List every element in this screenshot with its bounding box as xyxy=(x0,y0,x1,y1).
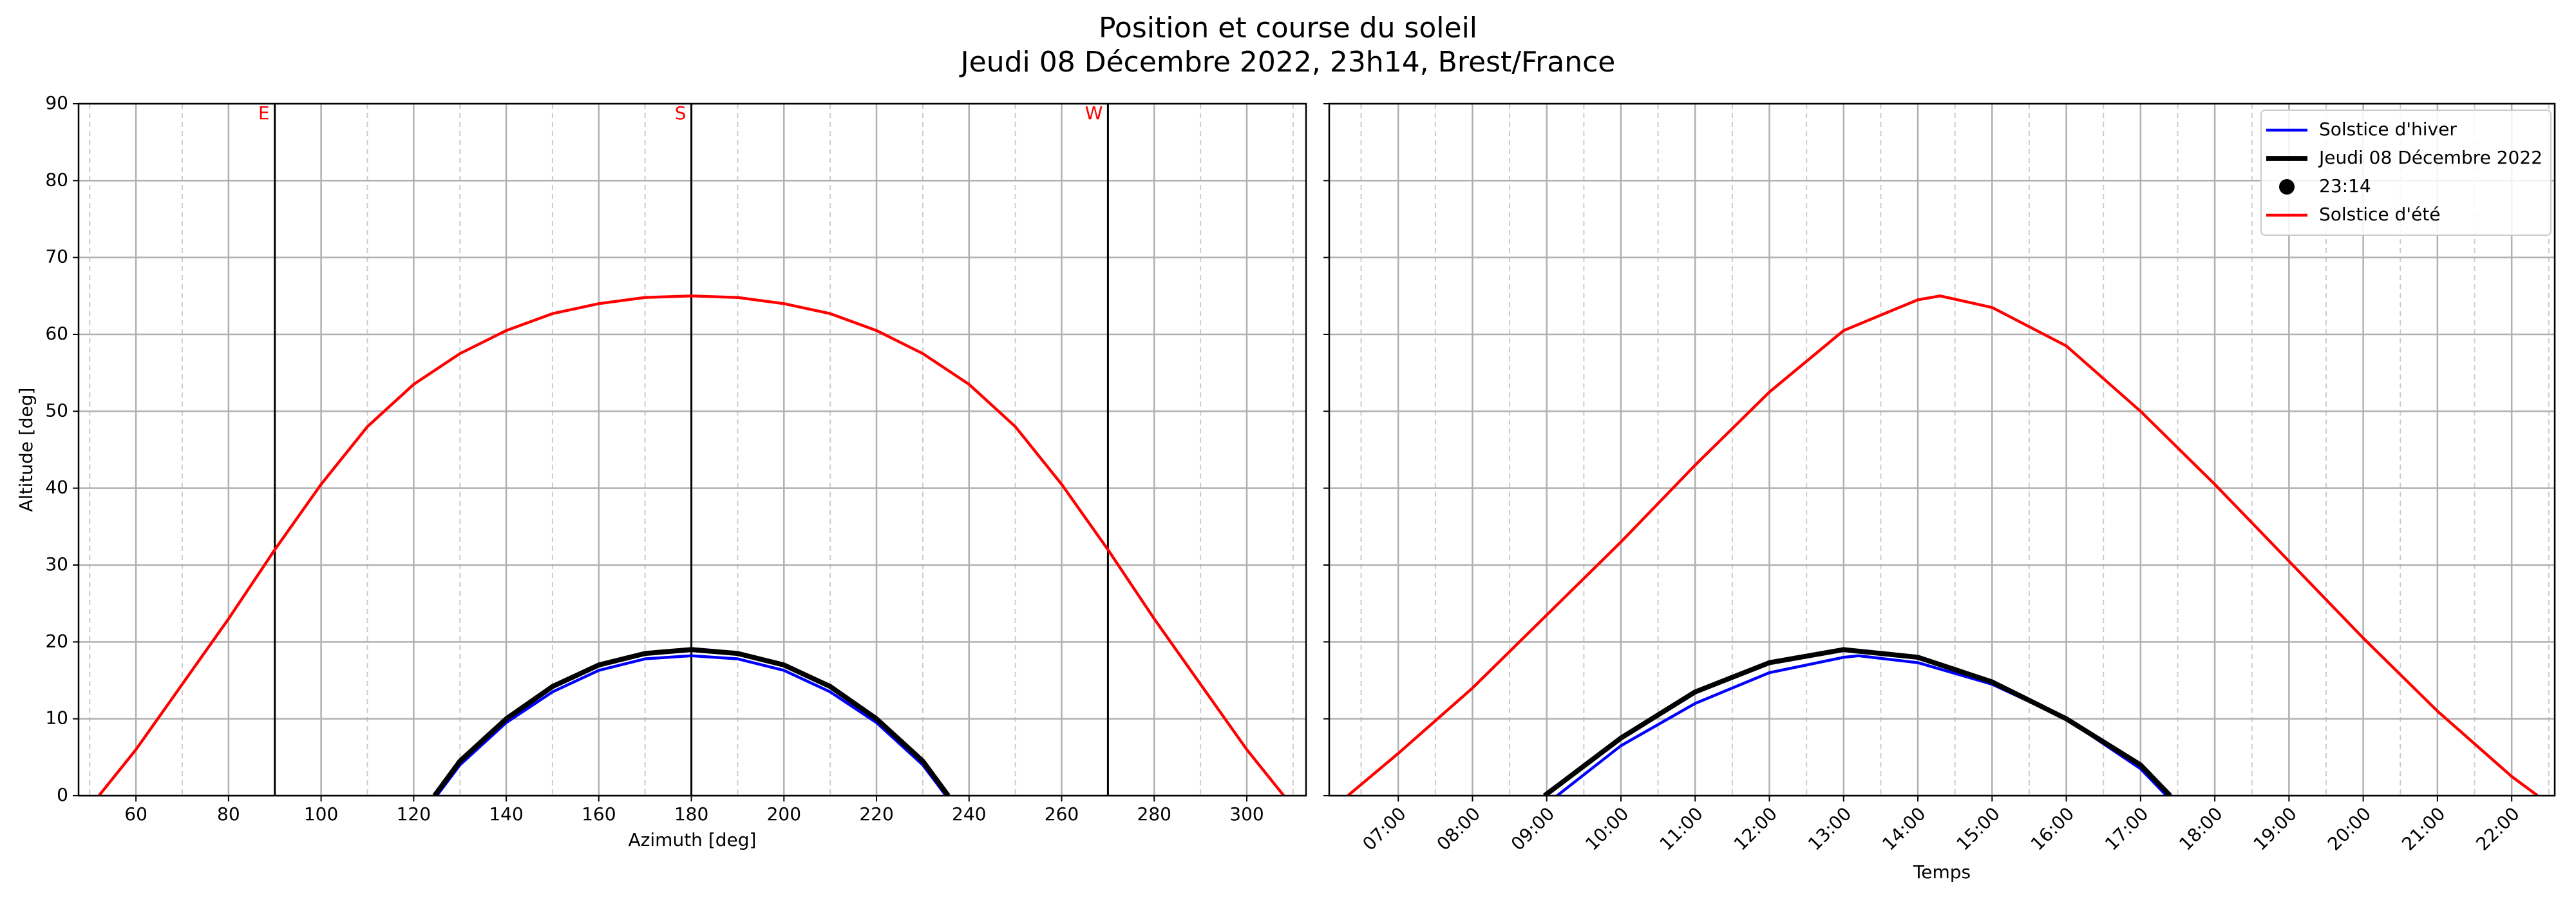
x-axis-label: Azimuth [deg] xyxy=(629,829,757,850)
x-tick-label: 100 xyxy=(304,803,338,825)
x-tick-label: 240 xyxy=(952,803,986,825)
x-tick-label: 21:00 xyxy=(2398,803,2449,854)
x-tick-label: 260 xyxy=(1045,803,1079,825)
x-axis-label: Temps xyxy=(1913,861,1971,883)
x-tick-label: 220 xyxy=(859,803,893,825)
series-line xyxy=(97,294,1285,796)
y-tick-label: 60 xyxy=(45,323,68,344)
figure-title: Position et course du soleil xyxy=(1099,12,1477,44)
x-tick-label: 08:00 xyxy=(1433,803,1484,854)
x-tick-label: 12:00 xyxy=(1730,803,1781,854)
x-tick-label: 15:00 xyxy=(1953,803,2004,854)
x-tick-label: 11:00 xyxy=(1655,803,1707,854)
x-tick-label: 300 xyxy=(1229,803,1264,825)
cardinal-label: E xyxy=(258,102,270,124)
y-tick-label: 40 xyxy=(45,477,68,498)
cardinal-label: W xyxy=(1085,102,1103,124)
x-tick-label: 16:00 xyxy=(2027,803,2078,854)
legend-label: 23:14 xyxy=(2319,175,2371,197)
x-tick-label: 20:00 xyxy=(2324,803,2375,854)
x-tick-label: 160 xyxy=(582,803,616,825)
y-tick-label: 50 xyxy=(45,399,68,421)
axes-frame xyxy=(77,102,1307,797)
x-tick-label: 10:00 xyxy=(1581,803,1633,854)
series-line xyxy=(432,647,951,796)
y-tick-label: 90 xyxy=(45,92,68,113)
x-tick-label: 120 xyxy=(397,803,431,825)
series-line xyxy=(1542,647,2172,796)
x-tick-label: 09:00 xyxy=(1507,803,1558,854)
x-tick-label: 200 xyxy=(767,803,801,825)
y-tick-label: 70 xyxy=(45,246,68,267)
y-axis-label: Altitude [deg] xyxy=(15,388,37,512)
x-tick-label: 140 xyxy=(489,803,523,825)
y-tick-label: 80 xyxy=(45,169,68,190)
legend-box xyxy=(2260,110,2552,236)
y-tick-label: 0 xyxy=(57,784,68,805)
x-tick-label: 60 xyxy=(124,803,147,825)
series-line xyxy=(1347,294,2539,796)
y-tick-label: 30 xyxy=(45,553,68,575)
figure-subtitle: Jeudi 08 Décembre 2022, 23h14, Brest/Fra… xyxy=(959,46,1616,79)
x-tick-label: 17:00 xyxy=(2101,803,2152,854)
x-tick-label: 22:00 xyxy=(2472,803,2523,854)
x-tick-label: 280 xyxy=(1137,803,1171,825)
axes-frame xyxy=(1328,102,2556,797)
legend-label: Solstice d'hiver xyxy=(2319,119,2457,140)
cardinal-label: S xyxy=(675,102,687,124)
y-tick-label: 20 xyxy=(45,630,68,651)
x-tick-label: 180 xyxy=(674,803,708,825)
x-tick-label: 19:00 xyxy=(2249,803,2301,854)
legend-label: Jeudi 08 Décembre 2022 xyxy=(2318,147,2543,168)
x-tick-label: 14:00 xyxy=(1878,803,1929,854)
x-tick-label: 13:00 xyxy=(1804,803,1855,854)
x-tick-label: 18:00 xyxy=(2175,803,2226,854)
x-tick-label: 07:00 xyxy=(1358,803,1410,854)
series-line xyxy=(435,654,947,796)
legend-label: Solstice d'été xyxy=(2319,204,2440,225)
legend-marker xyxy=(2279,179,2295,195)
x-tick-label: 80 xyxy=(217,803,240,825)
y-tick-label: 10 xyxy=(45,707,68,729)
